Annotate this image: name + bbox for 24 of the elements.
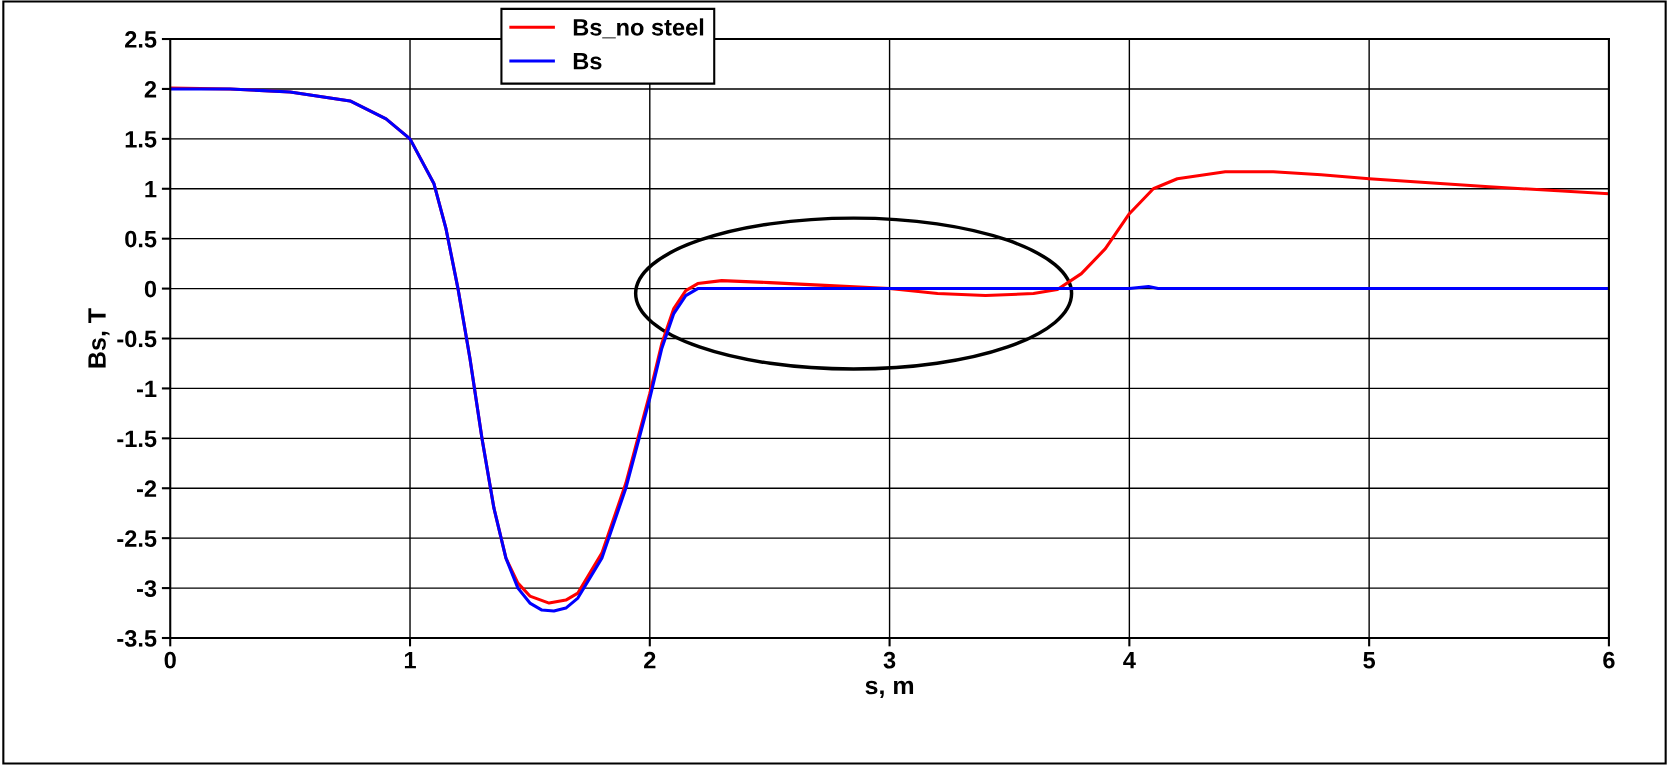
y-tick-label: -2.5 [117,530,157,547]
x-tick-label: 1 [404,652,416,669]
y-tick-label: 0.5 [125,230,157,248]
y-tick-label: 1 [145,181,157,198]
x-tick-label: 3 [883,651,896,669]
x-tick-label: 4 [1123,652,1136,669]
x-tick-label: 2 [644,651,656,669]
x-axis-title: s, m [865,680,914,698]
y-tick-label: 2.5 [125,31,157,48]
y-tick-label: -1.5 [117,430,157,448]
y-axis-title: Bs, T [88,308,110,368]
x-tick-label: 6 [1603,651,1615,669]
x-tick-label: 5 [1363,652,1376,669]
y-tick-label: 1.5 [125,131,157,148]
y-tick-label: 0 [144,280,157,298]
legend-label: Bs_no steel [573,18,704,39]
x-tick-label: 0 [164,651,176,669]
legend-label: Bs [573,53,602,70]
y-tick-label: -1 [136,380,157,397]
y-tick-label: 2 [144,81,157,98]
y-tick-label: -2 [136,480,157,497]
y-tick-label: -3 [136,580,157,597]
y-tick-label: -3.5 [117,630,157,647]
y-tick-label: -0.5 [117,330,157,348]
